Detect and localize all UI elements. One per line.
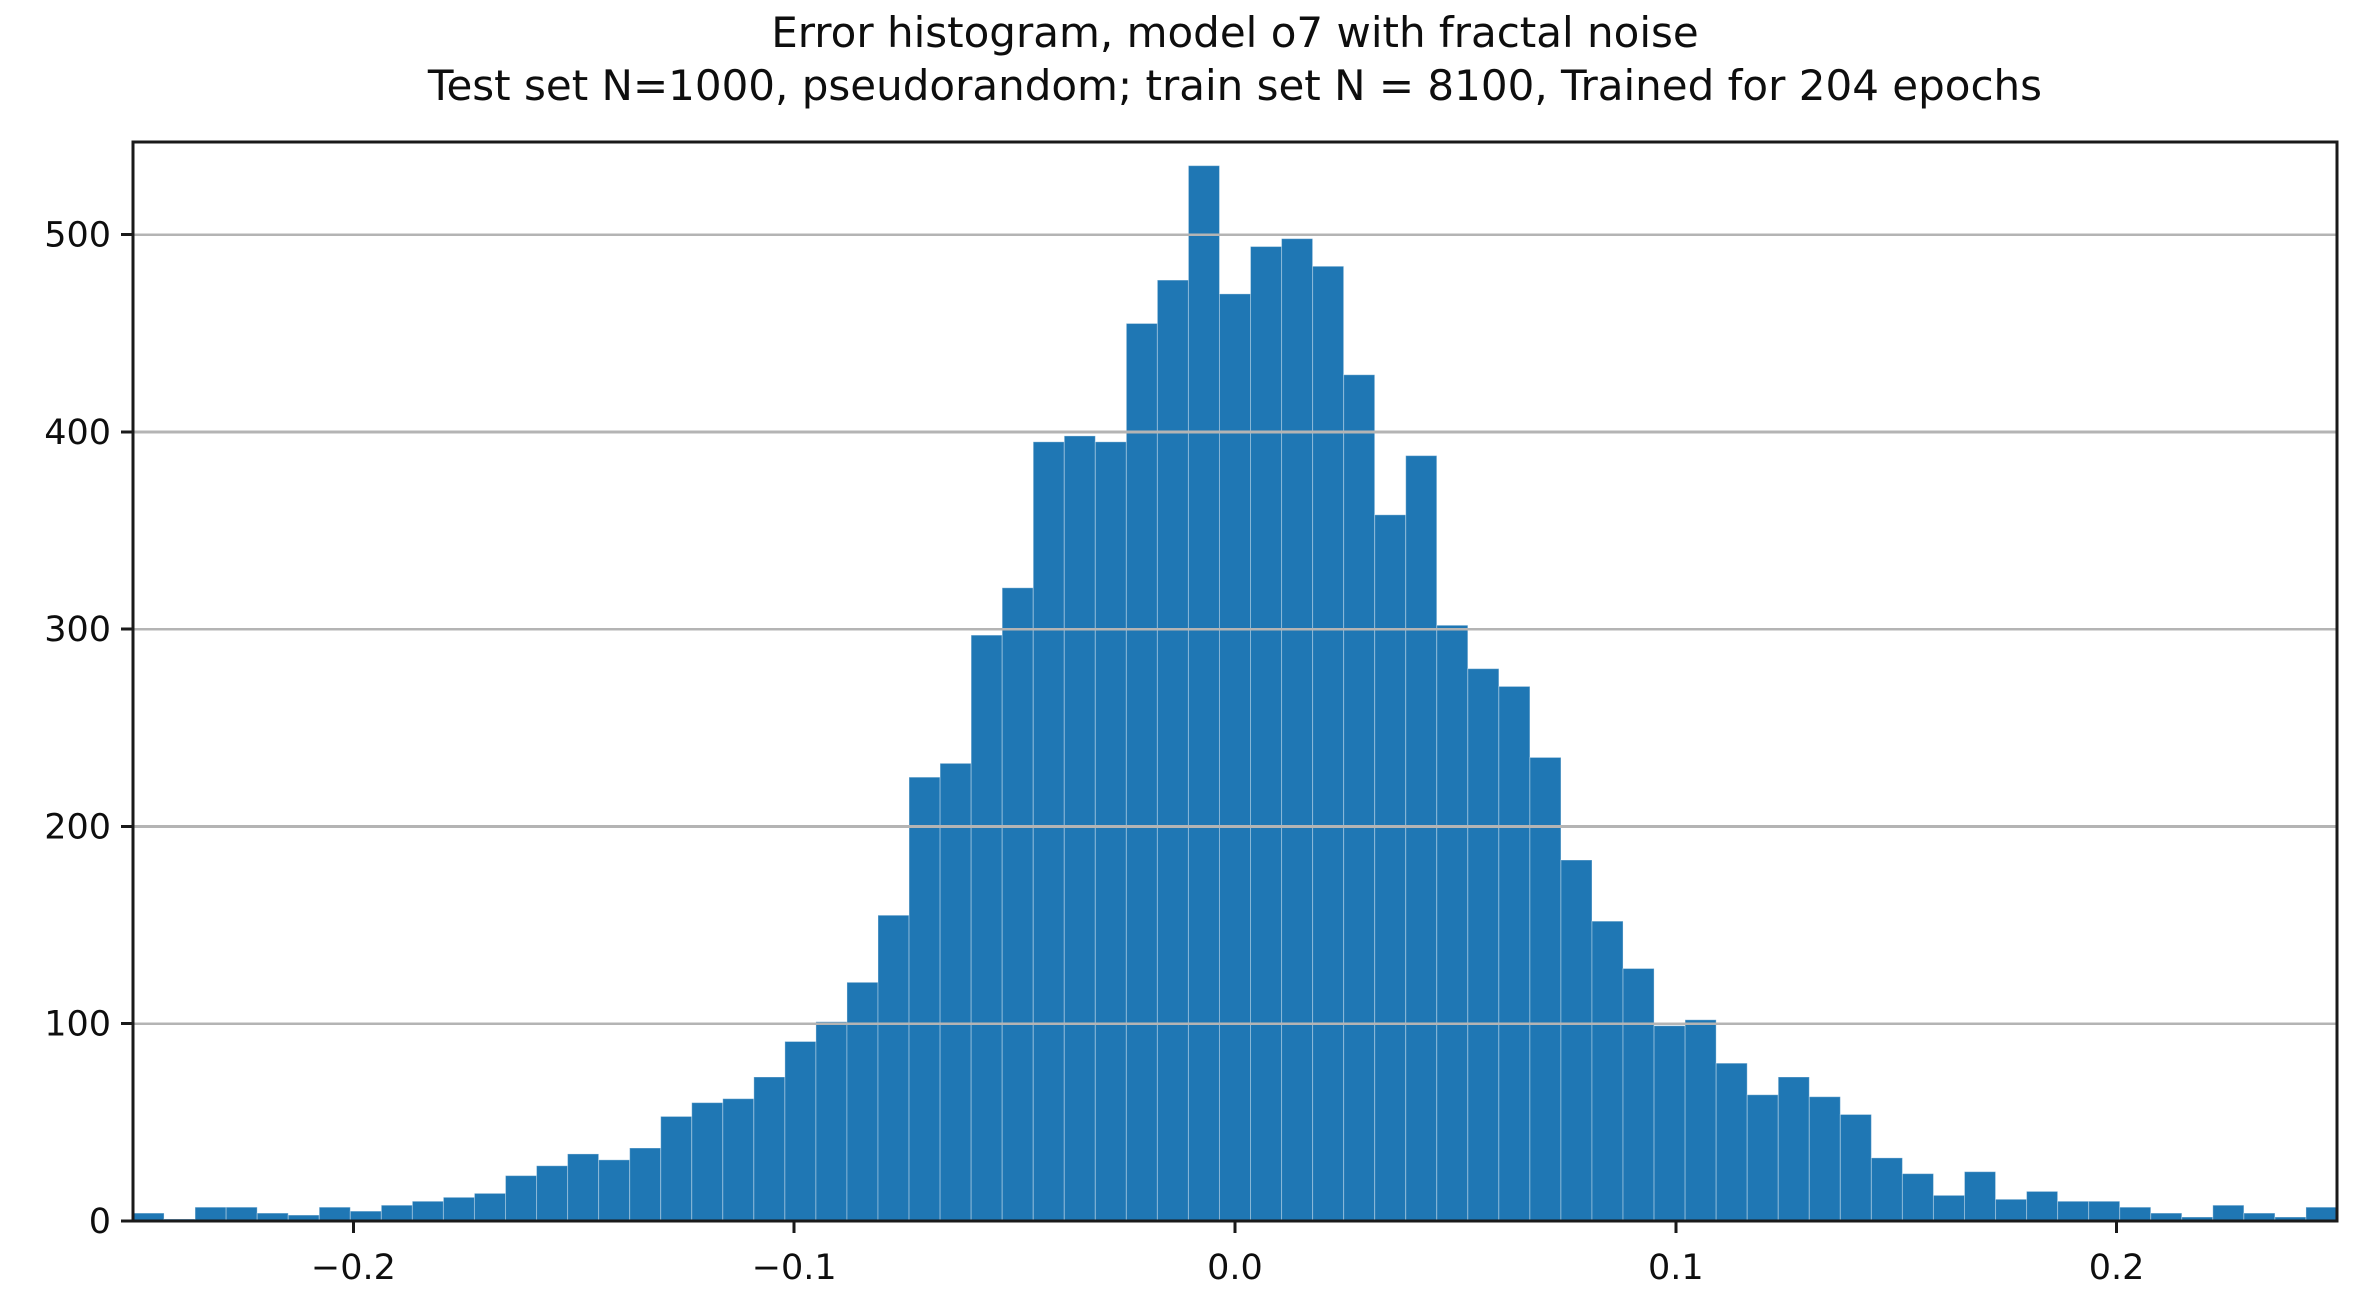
histogram-bar	[1932, 1194, 1965, 1222]
histogram-bar	[598, 1159, 631, 1222]
histogram-bar	[1250, 246, 1283, 1222]
histogram-bar	[1405, 455, 1438, 1222]
histogram-bar	[1467, 668, 1500, 1222]
histogram-bar	[1529, 756, 1562, 1222]
histogram-bar	[939, 762, 972, 1222]
histogram-bar	[970, 634, 1003, 1222]
chart-title-block: Error histogram, model o7 with fractal n…	[133, 6, 2337, 112]
histogram-bar	[1187, 165, 1220, 1222]
histogram-bar	[722, 1098, 755, 1222]
y-tick-label: 300	[44, 610, 111, 650]
histogram-bar	[815, 1021, 848, 1222]
histogram-bar	[1498, 685, 1531, 1222]
histogram-bar	[2212, 1204, 2245, 1222]
x-tick-label: 0.2	[2089, 1248, 2145, 1288]
histogram-bar	[1001, 587, 1034, 1222]
histogram-bar	[567, 1153, 600, 1222]
histogram-bar	[1901, 1173, 1934, 1222]
histogram-bar	[1746, 1094, 1779, 1222]
histogram-bar	[380, 1204, 413, 1222]
histogram-bar	[1591, 920, 1624, 1222]
histogram-bar	[318, 1206, 351, 1222]
histogram-bar	[1622, 968, 1655, 1222]
histogram-bar	[1436, 624, 1469, 1222]
chart-title: Error histogram, model o7 with fractal n…	[771, 8, 1699, 57]
histogram-bar	[691, 1102, 724, 1222]
histogram-bar	[1653, 1025, 1686, 1222]
histogram-bar	[1684, 1019, 1717, 1222]
histogram-bar	[1839, 1113, 1872, 1222]
histogram-bar	[2119, 1206, 2152, 1222]
histogram-bar	[1870, 1157, 1903, 1222]
chart-subtitle: Test set N=1000, pseudorandom; train set…	[427, 61, 2043, 110]
histogram-bar	[784, 1041, 817, 1222]
histogram-bar	[2057, 1200, 2090, 1222]
histogram-bar	[1281, 238, 1314, 1222]
histogram-bar	[2088, 1200, 2121, 1222]
histogram-bar	[2026, 1190, 2059, 1222]
histogram-bar	[505, 1175, 538, 1222]
y-tick-label: 500	[44, 216, 111, 256]
histogram-bar	[1560, 859, 1593, 1222]
histogram-bar	[1374, 514, 1407, 1222]
histogram-bar	[1125, 322, 1158, 1222]
histogram-bar	[1032, 441, 1065, 1222]
y-tick-label: 100	[44, 1005, 111, 1045]
histogram-bar	[442, 1196, 475, 1222]
y-tick-label: 400	[44, 413, 111, 453]
histogram-bar	[908, 776, 941, 1222]
histogram-bar	[1063, 435, 1096, 1222]
histogram-bar	[1995, 1198, 2028, 1222]
histogram-bar	[1094, 441, 1127, 1222]
histogram-bar	[877, 914, 910, 1222]
histogram-bar	[194, 1206, 227, 1222]
histogram-bar	[1343, 374, 1376, 1222]
x-tick-label: −0.1	[752, 1248, 837, 1288]
histogram-bar	[473, 1192, 506, 1222]
histogram-bar	[1777, 1076, 1810, 1222]
y-tick-label: 200	[44, 808, 111, 848]
histogram-bar	[629, 1147, 662, 1222]
histogram-bar	[225, 1206, 258, 1222]
histogram-bar	[753, 1076, 786, 1222]
histogram-bar	[1312, 265, 1345, 1222]
histogram-bar	[1963, 1171, 1997, 1222]
x-tick-label: 0.1	[1648, 1248, 1704, 1288]
histogram-bar	[411, 1200, 444, 1222]
x-tick-label: 0.0	[1207, 1248, 1263, 1288]
x-tick-label: −0.2	[311, 1248, 396, 1288]
histogram-bar	[1715, 1062, 1748, 1222]
histogram-bar	[1808, 1096, 1841, 1222]
histogram-bar	[846, 981, 879, 1222]
histogram-bar	[536, 1165, 569, 1222]
histogram-bar	[1156, 279, 1189, 1222]
histogram-bar	[2305, 1206, 2338, 1222]
histogram-bar	[660, 1115, 693, 1222]
y-tick-label: 0	[89, 1202, 111, 1242]
